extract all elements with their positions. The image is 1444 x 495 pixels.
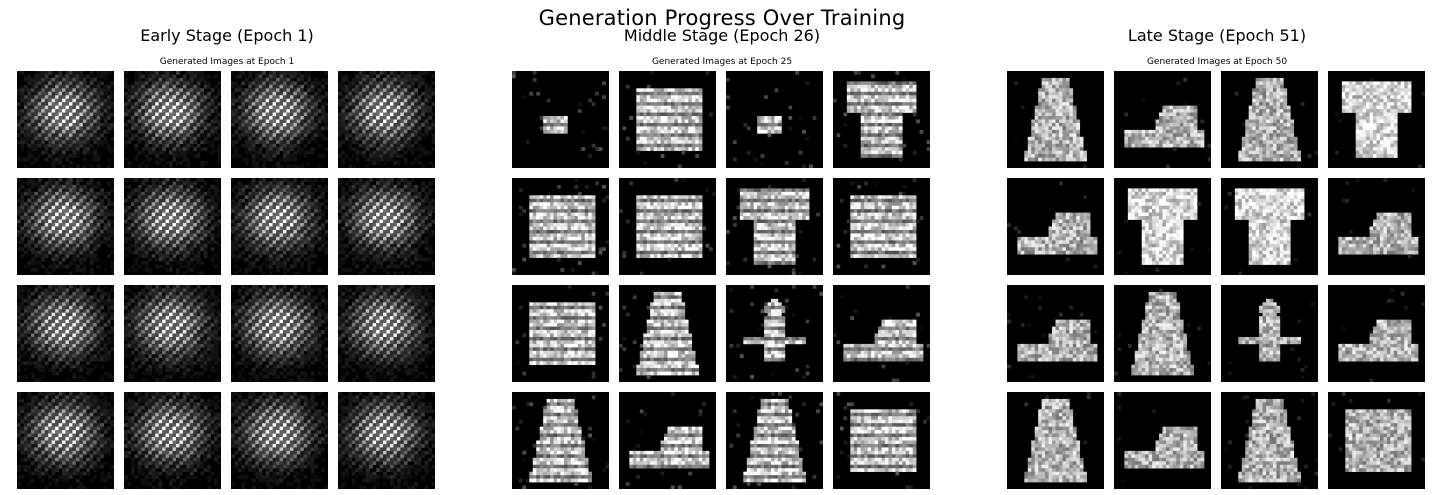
panel-subtitle: Generated Images at Epoch 1 [159,57,295,67]
generated-image-tile [17,285,114,382]
generated-image-tile [1221,392,1318,489]
panel-late-stage: Late Stage (Epoch 51) Generated Images a… [1007,0,1427,495]
generated-image-tile [833,285,930,382]
generated-image-tile [619,71,716,168]
generated-image-tile [619,392,716,489]
generated-image-tile [512,285,609,382]
generated-image-tile [619,178,716,275]
panel-title: Late Stage (Epoch 51) [1127,26,1307,45]
panel-middle-stage: Middle Stage (Epoch 26) Generated Images… [512,0,932,495]
generated-image-tile [338,285,435,382]
generated-image-tile [512,178,609,275]
generated-image-tile [17,71,114,168]
generated-image-tile [17,392,114,489]
generated-image-tile [1114,71,1211,168]
generated-image-tile [124,71,221,168]
generated-image-tile [231,71,328,168]
generated-image-tile [231,285,328,382]
generated-image-tile [1221,71,1318,168]
generated-image-tile [512,71,609,168]
generated-image-tile [231,178,328,275]
generated-image-tile [619,285,716,382]
generated-image-tile [17,178,114,275]
generated-image-tile [231,392,328,489]
generated-image-tile [1328,178,1425,275]
generated-image-tile [833,178,930,275]
generated-image-tile [1328,392,1425,489]
generated-image-tile [124,178,221,275]
image-grid [17,71,437,489]
image-grid [512,71,932,489]
generated-image-tile [124,392,221,489]
generated-image-tile [338,392,435,489]
generated-image-tile [1114,178,1211,275]
generated-image-tile [1328,71,1425,168]
generated-image-tile [833,71,930,168]
image-grid [1007,71,1427,489]
panel-title: Middle Stage (Epoch 26) [623,26,821,45]
generated-image-tile [1007,71,1104,168]
generated-image-tile [726,392,823,489]
panel-early-stage: Early Stage (Epoch 1) Generated Images a… [17,0,437,495]
panel-title: Early Stage (Epoch 1) [140,26,314,45]
generated-image-tile [726,178,823,275]
figure-title: Generation Progress Over Training [538,6,906,30]
generated-image-tile [1007,178,1104,275]
panel-subtitle: Generated Images at Epoch 50 [1146,57,1288,67]
generated-image-tile [726,71,823,168]
generated-image-tile [833,392,930,489]
generated-image-tile [1221,178,1318,275]
generated-image-tile [124,285,221,382]
generated-image-tile [1007,285,1104,382]
panel-subtitle: Generated Images at Epoch 25 [651,57,793,67]
generated-image-tile [512,392,609,489]
generated-image-tile [1007,392,1104,489]
generated-image-tile [1114,392,1211,489]
generated-image-tile [1114,285,1211,382]
generated-image-tile [338,71,435,168]
generated-image-tile [726,285,823,382]
generated-image-tile [1221,285,1318,382]
generated-image-tile [338,178,435,275]
generated-image-tile [1328,285,1425,382]
